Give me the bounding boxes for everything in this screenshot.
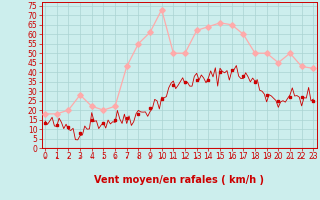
X-axis label: Vent moyen/en rafales ( km/h ): Vent moyen/en rafales ( km/h ) <box>94 175 264 185</box>
